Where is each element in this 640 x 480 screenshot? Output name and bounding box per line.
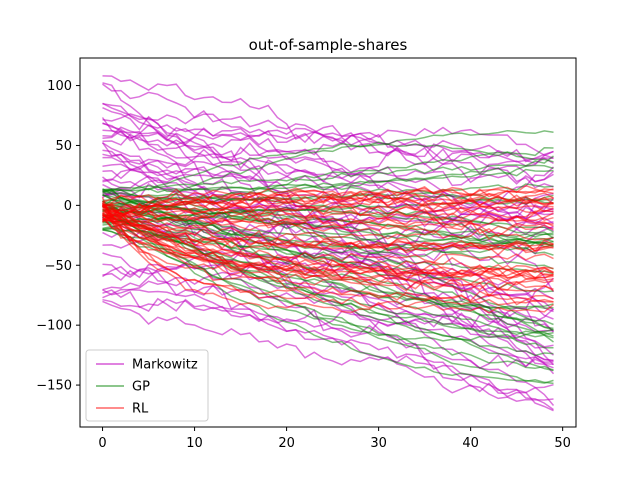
series-line-rl	[102, 214, 554, 278]
series-line-gp	[102, 168, 554, 194]
series-line-rl	[102, 195, 554, 211]
series-line-gp	[102, 129, 554, 223]
series-line-rl	[102, 206, 554, 297]
series-line-markowitz	[102, 122, 555, 293]
series-line-gp	[102, 142, 554, 208]
series-line-markowitz	[102, 124, 554, 159]
series-line-rl	[101, 216, 554, 276]
series-line-rl	[101, 202, 554, 309]
series-rl	[101, 184, 554, 314]
y-tick-label: 0	[64, 199, 72, 214]
series-line-gp	[102, 200, 554, 293]
y-tick-label: 100	[47, 79, 72, 94]
series-line-markowitz	[102, 133, 554, 187]
x-tick-label: 10	[186, 436, 203, 451]
series-line-markowitz	[101, 117, 554, 232]
series-line-markowitz	[102, 284, 554, 329]
series-line-gp	[102, 194, 554, 339]
legend-box	[85, 349, 209, 422]
y-tick-label: −150	[36, 379, 72, 394]
series-line-rl	[102, 208, 554, 222]
series-line-markowitz	[102, 103, 554, 162]
series-line-gp	[102, 183, 554, 203]
series-line-rl	[102, 205, 554, 272]
x-tick-label: 30	[370, 436, 387, 451]
series-line-gp	[102, 147, 554, 192]
series-line-rl	[102, 211, 554, 225]
y-tick-label: −50	[45, 259, 72, 274]
series-line-gp	[102, 189, 554, 258]
legend-label-rl: RL	[132, 402, 149, 417]
x-tick-label: 50	[554, 436, 571, 451]
axis-ticks: 0 10 20 30 40 50 −150 −100 −50 0 50 100	[36, 79, 571, 451]
series-line-rl	[101, 202, 554, 303]
series-line-gp	[102, 192, 554, 233]
x-tick-label: 20	[278, 436, 295, 451]
legend-label-gp: GP	[132, 380, 150, 395]
legend: Markowitz GP RL	[85, 349, 209, 422]
legend-label-markowitz: Markowitz	[132, 358, 198, 373]
series-line-rl	[102, 202, 554, 217]
series-line-markowitz	[102, 127, 554, 189]
series-line-gp	[102, 204, 554, 357]
series-line-gp	[102, 229, 554, 371]
series-line-gp	[102, 228, 554, 349]
y-tick-label: 50	[55, 139, 72, 154]
series-line-rl	[102, 213, 554, 264]
series-line-rl	[102, 214, 554, 256]
series-line-markowitz	[102, 300, 554, 412]
series-line-markowitz	[102, 143, 554, 183]
chart-title: out-of-sample-shares	[249, 36, 408, 54]
series-line-markowitz	[102, 297, 554, 411]
series-line-rl	[102, 208, 554, 245]
series-line-gp	[102, 216, 554, 372]
series-line-rl	[102, 218, 554, 238]
series-line-rl	[102, 210, 554, 229]
series-line-markowitz	[102, 277, 555, 330]
y-tick-label: −100	[36, 319, 72, 334]
series-line-rl	[101, 208, 554, 291]
series-line-rl	[101, 201, 554, 254]
plot-frame	[79, 57, 577, 428]
series-line-rl	[101, 203, 554, 314]
x-tick-label: 40	[462, 436, 479, 451]
x-tick-label: 0	[98, 436, 106, 451]
series-line-markowitz	[102, 110, 554, 165]
series-line-rl	[102, 193, 554, 217]
series-line-rl	[102, 200, 554, 218]
plot-lines	[101, 75, 555, 412]
